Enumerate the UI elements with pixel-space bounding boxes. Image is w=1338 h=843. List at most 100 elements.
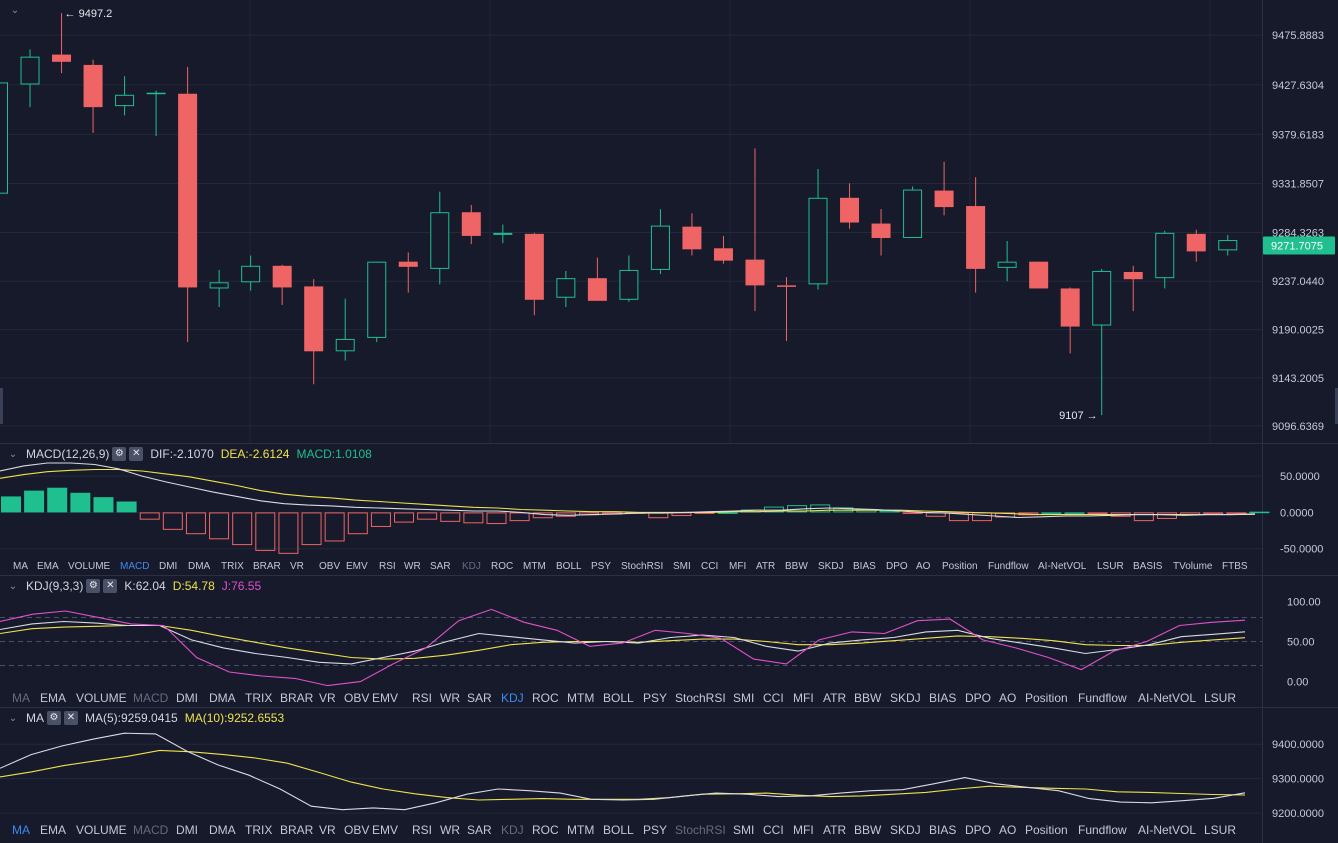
indicator-tab-dpo[interactable]: DPO	[886, 560, 908, 572]
indicator-tab-dmi[interactable]: DMI	[159, 560, 178, 572]
indicator-tab-smi[interactable]: SMI	[733, 691, 755, 705]
indicator-tab-fundflow[interactable]: Fundflow	[988, 560, 1029, 572]
indicator-tab-skdj[interactable]: SKDJ	[890, 691, 921, 705]
indicator-tab-bbw[interactable]: BBW	[854, 823, 882, 837]
indicator-tab-position[interactable]: Position	[1025, 823, 1068, 837]
indicator-tab-dma[interactable]: DMA	[188, 560, 211, 572]
indicator-tab-vr[interactable]: VR	[290, 560, 304, 572]
settings-icon[interactable]: ⚙	[47, 711, 61, 725]
indicator-tab-macd[interactable]: MACD	[133, 823, 169, 837]
indicator-tab-trix[interactable]: TRIX	[245, 691, 273, 705]
close-icon[interactable]: ✕	[103, 579, 118, 593]
settings-icon[interactable]: ⚙	[86, 579, 101, 593]
indicator-tab-volume[interactable]: VOLUME	[76, 691, 127, 705]
indicator-tab-roc[interactable]: ROC	[532, 823, 559, 837]
indicator-tab-boll[interactable]: BOLL	[603, 823, 634, 837]
indicator-tab-ao[interactable]: AO	[999, 823, 1017, 837]
indicator-tab-basis[interactable]: BASIS	[1133, 560, 1163, 572]
indicator-tab-wr[interactable]: WR	[440, 691, 460, 705]
indicator-tab-ao[interactable]: AO	[999, 691, 1017, 705]
chevron-down-icon[interactable]: ⌄	[8, 448, 18, 460]
indicator-tab-bias[interactable]: BIAS	[853, 560, 876, 572]
chevron-down-icon[interactable]: ⌄	[8, 712, 18, 724]
indicator-tab-dmi[interactable]: DMI	[176, 823, 198, 837]
indicator-tab-cci[interactable]: CCI	[763, 823, 784, 837]
indicator-tab-stochrsi[interactable]: StochRSI	[675, 691, 726, 705]
indicator-tab-position[interactable]: Position	[1025, 691, 1068, 705]
chevron-down-icon[interactable]: ⌄	[8, 580, 18, 592]
indicator-tab-vr[interactable]: VR	[319, 691, 336, 705]
indicator-tab-tvolume[interactable]: TVolume	[1173, 560, 1213, 572]
indicator-tab-smi[interactable]: SMI	[733, 823, 755, 837]
indicator-tab-ai-netvol[interactable]: AI-NetVOL	[1138, 823, 1197, 837]
indicator-tab-wr[interactable]: WR	[440, 823, 460, 837]
indicator-tab-rsi[interactable]: RSI	[412, 691, 433, 705]
indicator-tab-bbw[interactable]: BBW	[785, 560, 808, 572]
indicator-tab-sar[interactable]: SAR	[467, 823, 492, 837]
indicator-tab-atr[interactable]: ATR	[756, 560, 776, 572]
indicator-tab-position[interactable]: Position	[942, 560, 978, 572]
indicator-tab-dpo[interactable]: DPO	[965, 691, 992, 705]
indicator-tab-psy[interactable]: PSY	[643, 691, 668, 705]
indicator-tab-ftbs[interactable]: FTBS	[1222, 560, 1248, 572]
indicator-tab-brar[interactable]: BRAR	[280, 823, 314, 837]
indicator-tab-ai-netvol[interactable]: AI-NetVOL	[1138, 691, 1197, 705]
indicator-tab-lsur[interactable]: LSUR	[1204, 691, 1237, 705]
indicator-tab-bbw[interactable]: BBW	[854, 691, 882, 705]
indicator-tab-mfi[interactable]: MFI	[729, 560, 747, 572]
indicator-tab-cci[interactable]: CCI	[701, 560, 719, 572]
indicator-tab-mfi[interactable]: MFI	[793, 691, 814, 705]
indicator-tab-dma[interactable]: DMA	[209, 823, 236, 837]
indicator-tab-kdj[interactable]: KDJ	[462, 560, 481, 572]
indicator-tab-skdj[interactable]: SKDJ	[890, 823, 921, 837]
indicator-tab-roc[interactable]: ROC	[491, 560, 514, 572]
indicator-tab-mtm[interactable]: MTM	[523, 560, 546, 572]
indicator-tab-ma[interactable]: MA	[13, 560, 28, 572]
indicator-tab-ema[interactable]: EMA	[37, 560, 59, 572]
indicator-tab-mtm[interactable]: MTM	[567, 691, 595, 705]
indicator-tab-trix[interactable]: TRIX	[245, 823, 273, 837]
indicator-tab-skdj[interactable]: SKDJ	[818, 560, 844, 572]
indicator-tab-mfi[interactable]: MFI	[793, 823, 814, 837]
indicator-tab-boll[interactable]: BOLL	[556, 560, 582, 572]
indicator-tab-stochrsi[interactable]: StochRSI	[621, 560, 664, 572]
indicator-tab-volume[interactable]: VOLUME	[68, 560, 111, 572]
indicator-tab-brar[interactable]: BRAR	[280, 691, 314, 705]
indicator-tab-emv[interactable]: EMV	[372, 823, 399, 837]
indicator-tab-macd[interactable]: MACD	[133, 691, 169, 705]
indicator-tab-emv[interactable]: EMV	[372, 691, 399, 705]
close-icon[interactable]: ✕	[129, 447, 144, 461]
close-icon[interactable]: ✕	[64, 711, 78, 725]
indicator-tab-rsi[interactable]: RSI	[379, 560, 396, 572]
indicator-tab-trix[interactable]: TRIX	[221, 560, 244, 572]
indicator-tab-psy[interactable]: PSY	[591, 560, 612, 572]
indicator-tab-macd[interactable]: MACD	[120, 560, 150, 572]
indicator-tab-sar[interactable]: SAR	[430, 560, 451, 572]
indicator-tab-ao[interactable]: AO	[916, 560, 931, 572]
indicator-tab-roc[interactable]: ROC	[532, 691, 559, 705]
indicator-tab-rsi[interactable]: RSI	[412, 823, 433, 837]
indicator-tab-lsur[interactable]: LSUR	[1097, 560, 1124, 572]
indicator-tab-obv[interactable]: OBV	[319, 560, 341, 572]
indicator-tab-dpo[interactable]: DPO	[965, 823, 992, 837]
indicator-tab-obv[interactable]: OBV	[344, 823, 370, 837]
indicator-tab-obv[interactable]: OBV	[344, 691, 370, 705]
indicator-tab-fundflow[interactable]: Fundflow	[1078, 691, 1127, 705]
indicator-tab-smi[interactable]: SMI	[673, 560, 691, 572]
indicator-tab-sar[interactable]: SAR	[467, 691, 492, 705]
indicator-tab-dma[interactable]: DMA	[209, 691, 236, 705]
indicator-tab-bias[interactable]: BIAS	[929, 691, 957, 705]
indicator-tab-atr[interactable]: ATR	[823, 823, 847, 837]
chevron-down-icon[interactable]: ⌄	[10, 4, 20, 16]
indicator-tab-fundflow[interactable]: Fundflow	[1078, 823, 1127, 837]
indicator-tab-bias[interactable]: BIAS	[929, 823, 957, 837]
indicator-tab-volume[interactable]: VOLUME	[76, 823, 127, 837]
indicator-tab-ma[interactable]: MA	[12, 823, 30, 837]
indicator-tab-mtm[interactable]: MTM	[567, 823, 595, 837]
indicator-tab-stochrsi[interactable]: StochRSI	[675, 823, 726, 837]
indicator-tab-vr[interactable]: VR	[319, 823, 336, 837]
indicator-tab-kdj[interactable]: KDJ	[501, 823, 524, 837]
indicator-tab-emv[interactable]: EMV	[346, 560, 368, 572]
indicator-tab-ma[interactable]: MA	[12, 691, 30, 705]
indicator-tab-ema[interactable]: EMA	[40, 691, 67, 705]
